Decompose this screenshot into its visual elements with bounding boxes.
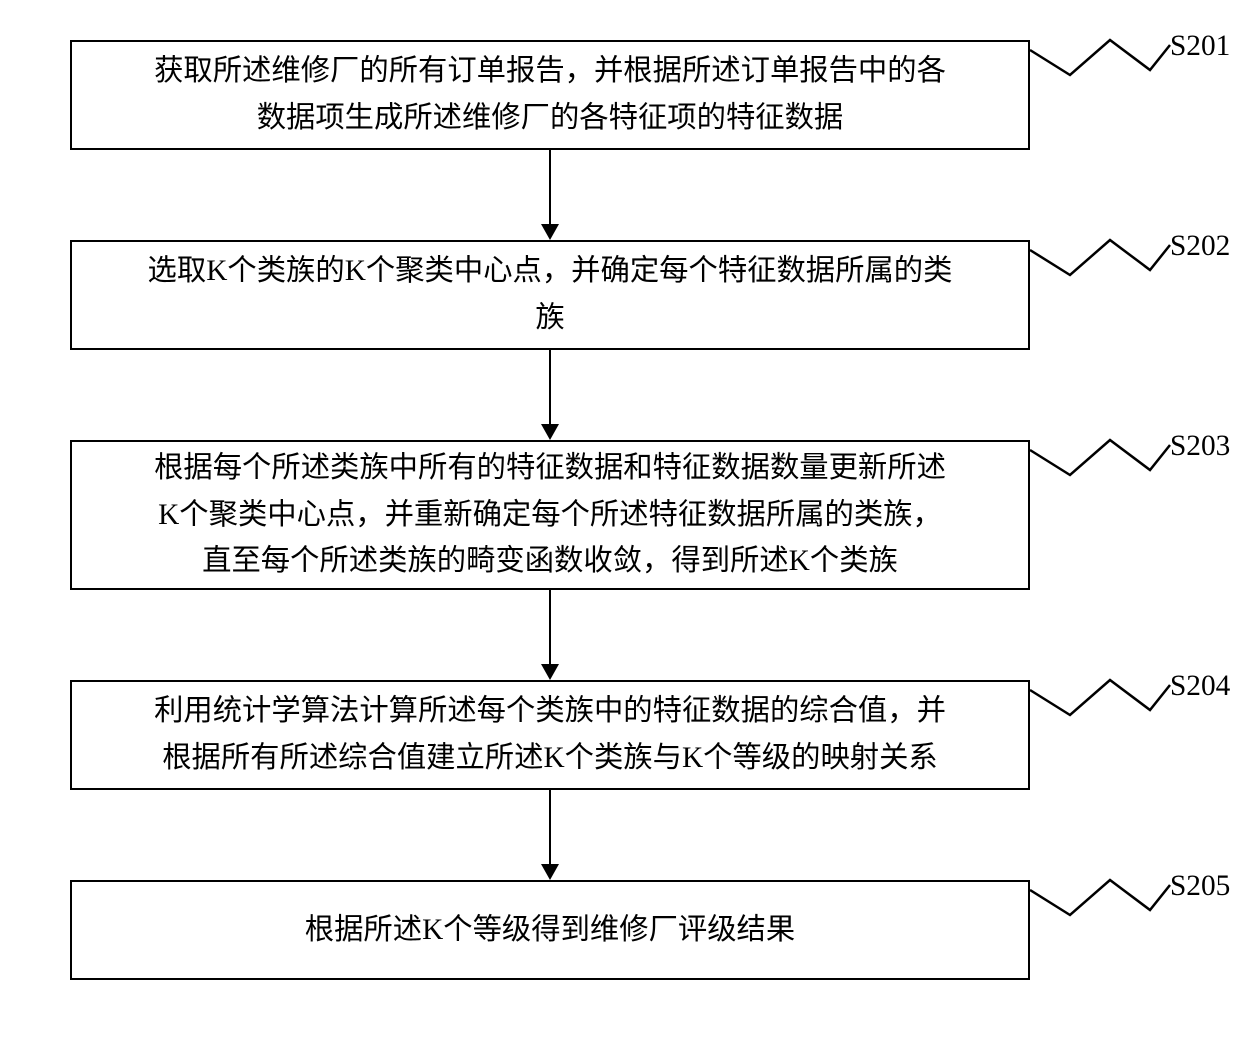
step-text: 根据所述K个等级得到维修厂评级结果 xyxy=(305,907,795,954)
step-label-s201: S201 xyxy=(1170,30,1230,63)
arrow-head-icon xyxy=(541,224,559,240)
step-text: 根据每个所述类族中所有的特征数据和特征数据数量更新所述K个聚类中心点，并重新确定… xyxy=(154,445,946,586)
step-text: 获取所述维修厂的所有订单报告，并根据所述订单报告中的各数据项生成所述维修厂的各特… xyxy=(154,48,946,142)
arrow-head-icon xyxy=(541,664,559,680)
step-label-s203: S203 xyxy=(1170,430,1230,463)
flowchart-container: 获取所述维修厂的所有订单报告，并根据所述订单报告中的各数据项生成所述维修厂的各特… xyxy=(20,20,1220,1005)
step-label-s204: S204 xyxy=(1170,670,1230,703)
step-text: 利用统计学算法计算所述每个类族中的特征数据的综合值，并根据所有所述综合值建立所述… xyxy=(154,688,946,782)
step-text: 选取K个类族的K个聚类中心点，并确定每个特征数据所属的类族 xyxy=(148,248,953,342)
step-box-s202: 选取K个类族的K个聚类中心点，并确定每个特征数据所属的类族 xyxy=(70,240,1030,350)
step-label-s205: S205 xyxy=(1170,870,1230,903)
step-label-s202: S202 xyxy=(1170,230,1230,263)
step-box-s205: 根据所述K个等级得到维修厂评级结果 xyxy=(70,880,1030,980)
arrow-s204-to-s205 xyxy=(541,790,559,880)
arrow-s202-to-s203 xyxy=(541,350,559,440)
arrow-s203-to-s204 xyxy=(541,590,559,680)
arrow-s201-to-s202 xyxy=(541,150,559,240)
step-box-s201: 获取所述维修厂的所有订单报告，并根据所述订单报告中的各数据项生成所述维修厂的各特… xyxy=(70,40,1030,150)
step-box-s203: 根据每个所述类族中所有的特征数据和特征数据数量更新所述K个聚类中心点，并重新确定… xyxy=(70,440,1030,590)
step-box-s204: 利用统计学算法计算所述每个类族中的特征数据的综合值，并根据所有所述综合值建立所述… xyxy=(70,680,1030,790)
arrow-head-icon xyxy=(541,424,559,440)
arrow-head-icon xyxy=(541,864,559,880)
